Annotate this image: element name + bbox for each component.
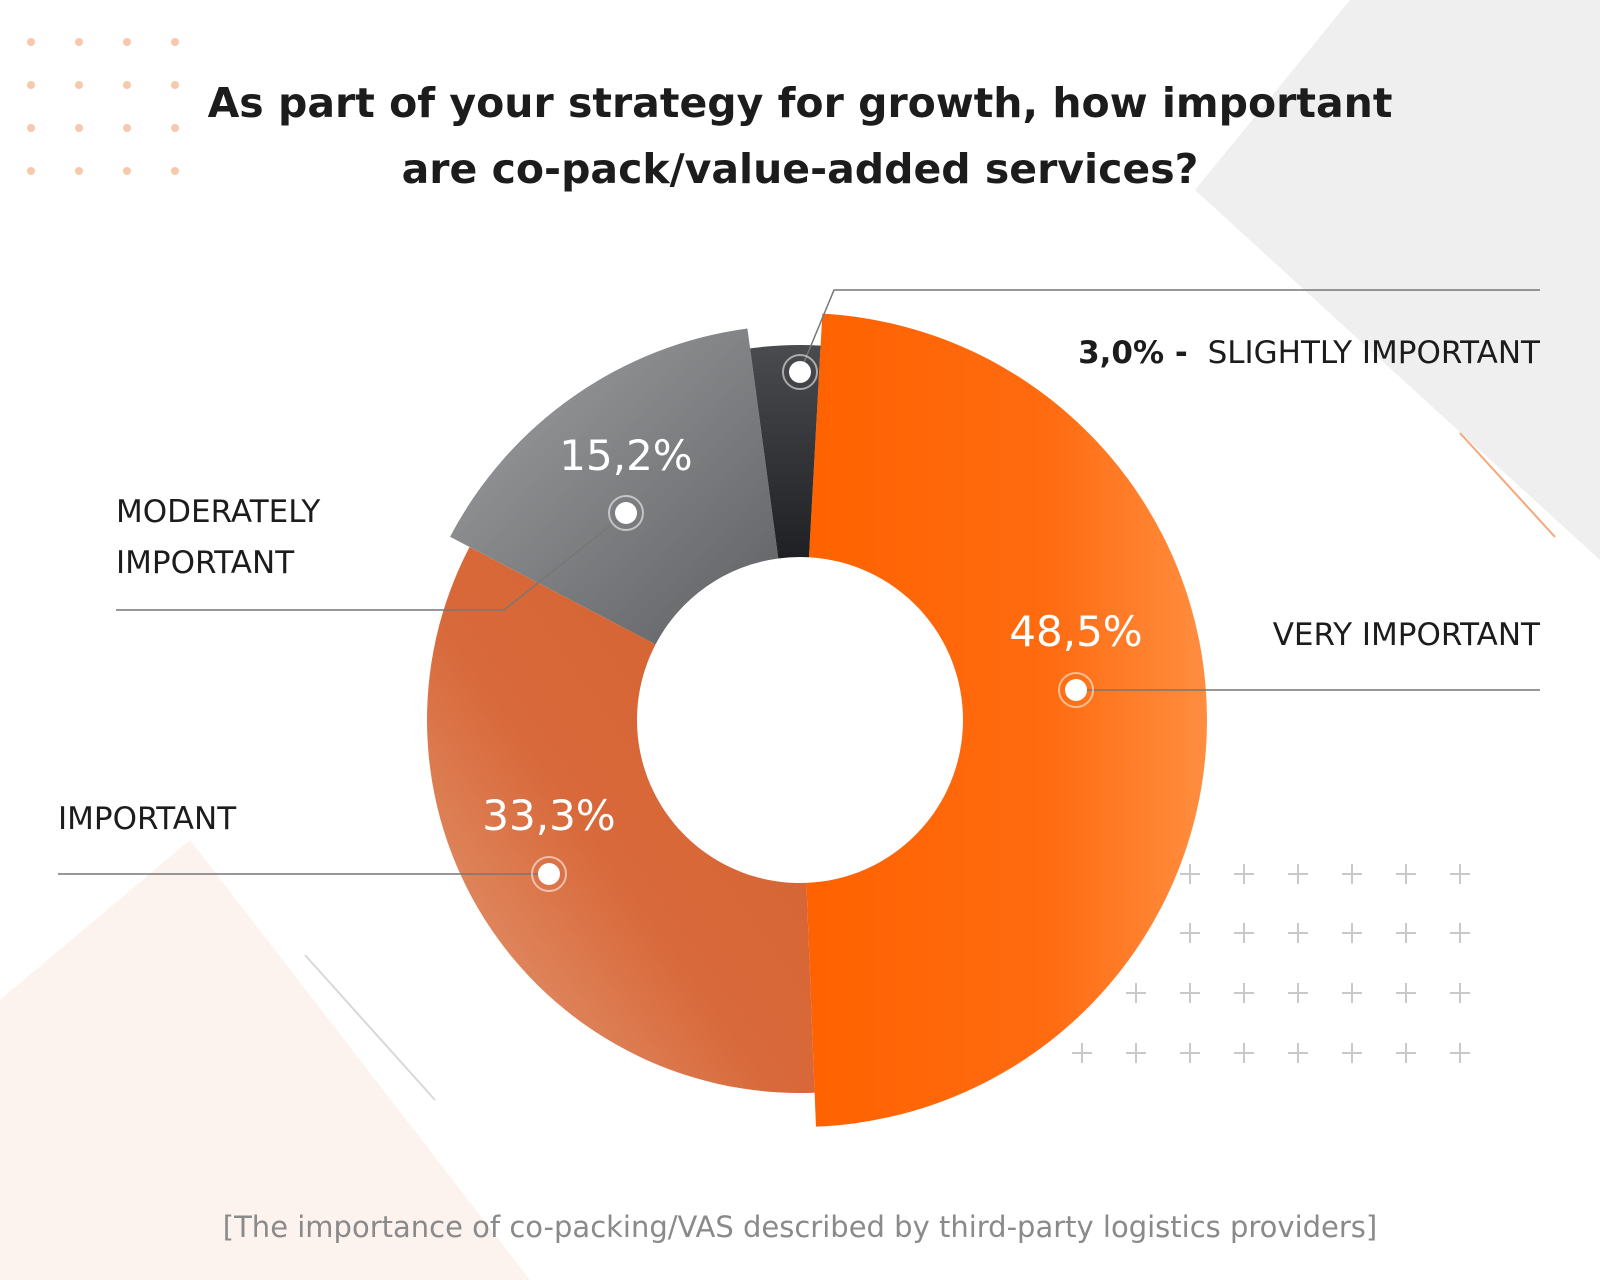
- data-label-very: 48,5%: [1009, 607, 1142, 656]
- decor-dot: [123, 38, 131, 46]
- data-label-moderately: 15,2%: [559, 431, 692, 480]
- decor-plus: [1396, 923, 1416, 943]
- marker-moderately: [608, 495, 644, 531]
- data-label-important: 33,3%: [482, 791, 615, 840]
- decor-dot: [75, 124, 83, 132]
- slice-very-important: [806, 313, 1207, 1127]
- category-label-important: IMPORTANT: [58, 801, 237, 837]
- decor-dot-grid: [27, 38, 179, 175]
- decor-plus: [1288, 1043, 1308, 1063]
- decor-plus: [1450, 864, 1470, 884]
- marker-slightly: [782, 354, 818, 390]
- decor-dot: [123, 81, 131, 89]
- marker-very: [1058, 672, 1094, 708]
- decor-plus: [1288, 983, 1308, 1003]
- decor-dot: [27, 81, 35, 89]
- chart-title-line1: As part of your strategy for growth, how…: [207, 79, 1393, 127]
- decor-plus: [1396, 983, 1416, 1003]
- decor-dot: [171, 38, 179, 46]
- decor-plus-grid: [1072, 864, 1470, 1063]
- decor-dot: [75, 38, 83, 46]
- decor-dot: [75, 167, 83, 175]
- decor-dot: [123, 124, 131, 132]
- decor-dot: [171, 124, 179, 132]
- category-label-moderately-line1: MODERATELY: [116, 494, 320, 530]
- slice-important: [427, 547, 815, 1093]
- decor-plus: [1342, 1043, 1362, 1063]
- decor-orange-line: [1459, 432, 1556, 538]
- slice-slightly-important: [750, 344, 821, 559]
- decor-plus: [1234, 923, 1254, 943]
- decor-plus: [1342, 983, 1362, 1003]
- decor-plus: [1180, 923, 1200, 943]
- decor-peach-triangle: [0, 840, 530, 1280]
- decor-plus: [1288, 864, 1308, 884]
- slice-moderately-important: [450, 328, 779, 645]
- decor-plus: [1450, 923, 1470, 943]
- category-label-very: VERY IMPORTANT: [1273, 617, 1541, 653]
- chart-title: As part of your strategy for growth, how…: [200, 70, 1400, 202]
- decor-plus: [1180, 1043, 1200, 1063]
- decor-dot: [171, 81, 179, 89]
- decor-plus: [1396, 864, 1416, 884]
- decor-plus: [1126, 983, 1146, 1003]
- chart-title-line2: are co-pack/value-added services?: [401, 145, 1199, 193]
- decor-dot: [27, 167, 35, 175]
- decor-plus: [1342, 923, 1362, 943]
- decor-plus: [1180, 864, 1200, 884]
- decor-dot: [27, 124, 35, 132]
- decor-plus: [1234, 983, 1254, 1003]
- decor-plus: [1288, 923, 1308, 943]
- leader-line-moderately: [116, 512, 627, 611]
- decor-dot: [123, 167, 131, 175]
- marker-important: [531, 856, 567, 892]
- donut-slices: [427, 313, 1207, 1127]
- decor-plus: [1072, 1043, 1092, 1063]
- decor-plus: [1396, 1043, 1416, 1063]
- decor-plus: [1180, 983, 1200, 1003]
- decor-plus: [1126, 1043, 1146, 1063]
- chart-caption: [The importance of co-packing/VAS descri…: [222, 1210, 1378, 1244]
- leader-line-slightly: [799, 289, 1540, 373]
- decor-dot: [27, 38, 35, 46]
- decor-dot: [75, 81, 83, 89]
- decor-plus: [1450, 983, 1470, 1003]
- category-label-slightly: 3,0% - SLIGHTLY IMPORTANT: [1078, 335, 1541, 371]
- decor-plus: [1234, 864, 1254, 884]
- decor-dot: [171, 167, 179, 175]
- decor-gray-line: [304, 954, 436, 1101]
- decor-plus: [1450, 1043, 1470, 1063]
- decor-plus: [1234, 1043, 1254, 1063]
- decor-plus: [1342, 864, 1362, 884]
- decor-gray-triangle: [1195, 0, 1600, 560]
- category-label-moderately-line2: IMPORTANT: [116, 545, 295, 581]
